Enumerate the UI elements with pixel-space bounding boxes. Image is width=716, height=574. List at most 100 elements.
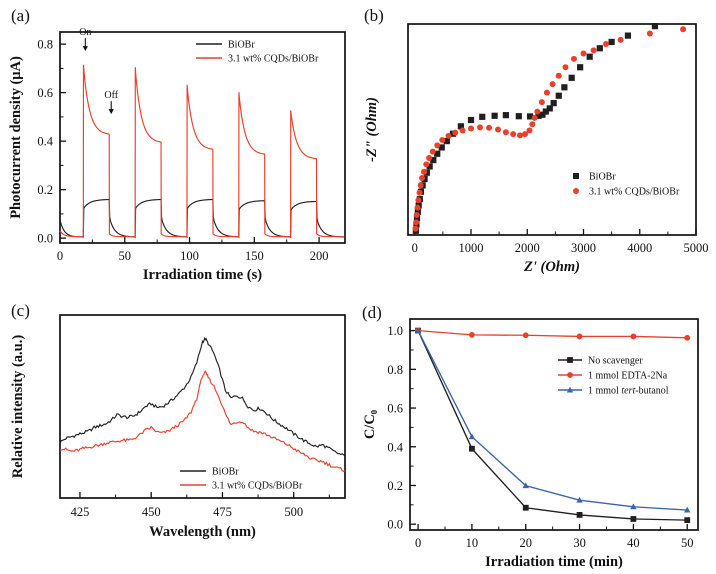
panel-a-xlabel: Irradiation time (s)	[143, 267, 262, 283]
panel-b-xtick: 3000	[571, 241, 596, 255]
data-point	[423, 169, 430, 176]
panel-a-annotation-off: Off	[104, 90, 118, 101]
data-point	[570, 55, 577, 62]
data-point	[651, 23, 659, 30]
panel-a-xtick: 0	[57, 249, 63, 263]
series-line	[417, 330, 688, 521]
panel-c-label: (c)	[11, 301, 30, 320]
data-point	[561, 84, 568, 91]
panel-d-legend-item: 1 mmol tert-butanol	[588, 386, 669, 397]
panel-b-legend-item: BiOBr	[589, 172, 616, 183]
data-point	[413, 211, 420, 218]
panel-a-xtick: 50	[119, 249, 132, 263]
panel-a-frame	[59, 31, 346, 244]
data-point	[468, 125, 474, 132]
data-point	[515, 113, 522, 120]
data-point	[467, 116, 475, 124]
arrow-head-icon	[108, 109, 114, 115]
data-point	[526, 113, 534, 120]
panel-b-xtick: 2000	[515, 241, 540, 255]
data-point	[445, 132, 452, 139]
panel-d-xtick: 40	[627, 536, 640, 550]
panel-b-xtick: 5000	[684, 241, 709, 255]
data-point	[416, 189, 423, 196]
legend-marker	[567, 372, 573, 378]
panel-b: (b) 0 1000 2000 3000 4000 5000 Z' (Ohm) -Z" (Oh…	[358, 0, 716, 287]
panel-a-ytick: 0.0	[37, 232, 53, 246]
data-point	[577, 64, 584, 71]
data-point	[531, 114, 538, 121]
panel-c: (c) 425 450 475 500 Wavelength (nm) Relative …	[0, 287, 358, 574]
data-point	[438, 144, 445, 151]
data-point	[580, 50, 587, 57]
data-point	[529, 121, 536, 128]
data-point	[468, 433, 476, 440]
data-point	[502, 129, 509, 136]
data-point	[414, 327, 422, 334]
data-point	[417, 182, 424, 189]
data-point	[646, 30, 653, 37]
panel-d-ytick: 1.0	[387, 324, 403, 338]
panel-b-xlabel: Z' (Ohm)	[523, 259, 580, 275]
panel-d-ytick: 0.6	[387, 402, 403, 416]
panel-b-xtick: 0	[412, 241, 418, 255]
panel-a: (a) 0 50 100 150 200 0.0 0.2 0.4 0.6 0.8 Irradiati…	[0, 0, 358, 287]
data-point	[426, 163, 433, 170]
panel-a-xtick: 100	[180, 249, 199, 263]
data-point	[630, 516, 637, 522]
data-point	[543, 89, 550, 96]
data-point	[419, 175, 426, 182]
data-point	[534, 108, 541, 115]
panel-c-xtick: 500	[284, 505, 303, 519]
data-point	[495, 126, 501, 133]
data-point	[562, 64, 569, 71]
panel-a-ytick: 0.6	[37, 86, 53, 100]
data-point	[684, 334, 691, 341]
panel-a-plot: 0 50 100 150 200 0.0 0.2 0.4 0.6 0.8 Irradiation t…	[8, 27, 346, 283]
data-point	[426, 154, 433, 161]
data-point	[542, 108, 549, 115]
data-point	[630, 333, 637, 340]
data-point	[555, 92, 562, 99]
data-point	[469, 331, 475, 338]
data-point	[590, 47, 597, 54]
data-point	[479, 113, 486, 120]
legend-marker	[573, 173, 579, 179]
data-point	[434, 142, 441, 149]
data-point	[630, 503, 637, 510]
panel-d-series-2	[414, 327, 691, 513]
panel-d-xtick: 20	[519, 536, 532, 550]
data-point	[596, 45, 603, 52]
data-point	[413, 215, 421, 222]
data-point	[576, 333, 583, 340]
panel-d-xtick: 50	[681, 536, 694, 550]
series-line	[418, 329, 688, 339]
panel-c-series-biobr	[59, 336, 346, 457]
data-point	[510, 131, 517, 138]
data-point	[430, 156, 437, 164]
panel-d-legend-item: 1 mmol EDTA-2Na	[588, 371, 668, 382]
data-point	[423, 161, 430, 168]
panel-a-series-cqds	[59, 64, 345, 238]
panel-d-series-1	[415, 327, 691, 341]
panel-a-xtick: 200	[310, 249, 329, 263]
data-point	[680, 26, 687, 33]
panel-c-xlabel: Wavelength (nm)	[149, 524, 256, 540]
data-point	[586, 53, 593, 60]
data-point	[608, 38, 615, 46]
data-point	[486, 124, 492, 131]
panel-a-series-biobr	[59, 197, 346, 239]
panel-c-series-cqds	[59, 369, 346, 473]
panel-a-ytick: 0.4	[37, 135, 53, 149]
panel-b-legend-item: 3.1 wt% CQDs/BiOBr	[589, 187, 680, 198]
panel-a-legend-item: 3.1 wt% CQDs/BiOBr	[228, 54, 319, 65]
panel-d-plot: 0 10 20 30 40 50 0.0 0.2 0.4 0.6 0.8 1.0 Irradiation…	[362, 318, 699, 570]
panel-a-ytick: 0.2	[37, 183, 53, 197]
data-point	[434, 150, 441, 157]
panel-d-xtick: 30	[573, 536, 586, 550]
data-point	[477, 124, 483, 131]
data-point	[568, 74, 575, 81]
panel-d-xlabel: Irradiation time (min)	[485, 554, 623, 570]
panel-a-annotation-on: On	[79, 27, 91, 38]
